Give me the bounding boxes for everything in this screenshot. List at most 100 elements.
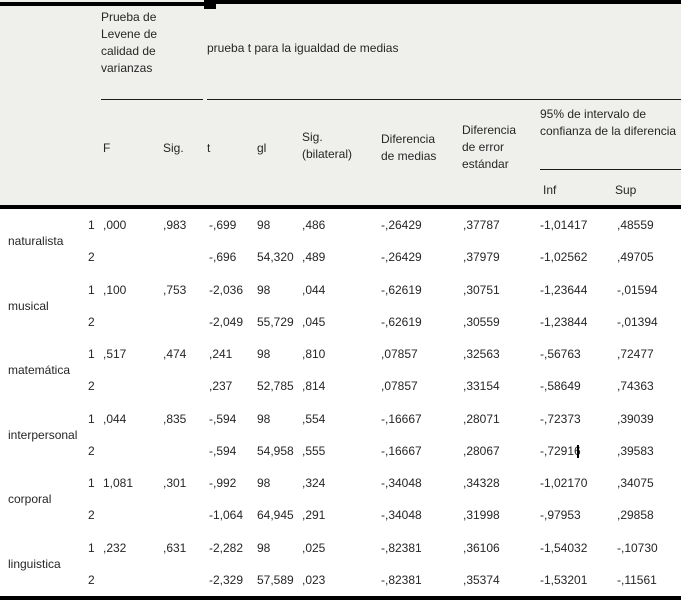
row-group-interpersonal: interpersonal 1 ,044 ,835 -,594 98 ,554 -,16667… (0, 403, 681, 468)
cell-sup: ,39583 (617, 443, 654, 458)
cell-difmed: -,16667 (381, 411, 422, 426)
cell-sigbil: ,810 (302, 347, 326, 362)
header-background (0, 0, 681, 205)
cell-inf: -,72916 (540, 443, 581, 458)
cell-difmed: ,07857 (381, 379, 418, 394)
cell-inf: -1,53201 (540, 572, 588, 587)
column-header-diferencia-error: Diferencia de error estándar (462, 123, 517, 171)
cell-gl: 55,729 (257, 314, 294, 329)
cell-num: 2 (88, 250, 95, 265)
cell-t: -,696 (209, 250, 237, 265)
cell-num: 1 (88, 540, 95, 555)
cell-f: ,100 (103, 282, 127, 297)
cell-sup: -,01594 (617, 282, 658, 297)
cell-sigbil: ,023 (302, 572, 326, 587)
cell-t: -,594 (209, 411, 237, 426)
cell-t: -2,049 (209, 314, 244, 329)
rule-under-ci (540, 169, 681, 170)
cell-num: 1 (88, 476, 95, 491)
cell-sup: ,34075 (617, 476, 654, 491)
cell-sup: -,11561 (617, 572, 657, 587)
cell-sigbil: ,291 (302, 508, 326, 523)
cell-inf: -1,01417 (540, 218, 588, 233)
cell-gl: 98 (257, 540, 271, 555)
cell-sup: ,39039 (617, 411, 654, 426)
cell-gl: 54,958 (257, 443, 294, 458)
cell-sigbil: ,045 (302, 314, 326, 329)
cell-sigbil: ,555 (302, 443, 326, 458)
column-header-sup: Sup (615, 183, 637, 197)
cell-sig: ,835 (163, 411, 187, 426)
cell-num: 1 (88, 411, 95, 426)
top-border-left (0, 2, 216, 6)
column-header-f: F (103, 141, 111, 155)
column-header-diferencia-medias: Diferencia de medias (381, 132, 437, 163)
cell-diferr: ,34328 (463, 476, 500, 491)
top-border-tick (204, 0, 216, 9)
cell-diferr: ,35374 (463, 572, 500, 587)
cell-f: ,517 (103, 347, 127, 362)
row-label: matemática (8, 363, 71, 378)
cell-diferr: ,32563 (463, 347, 500, 362)
column-header-t: t (207, 141, 211, 155)
cell-difmed: -,82381 (381, 540, 422, 555)
cell-diferr: ,36106 (463, 540, 500, 555)
cell-sup: ,74363 (617, 379, 654, 394)
cell-gl: 98 (257, 476, 271, 491)
cell-t: -1,064 (209, 508, 244, 523)
row-group-naturalista: naturalista 1 ,000 ,983 -,699 98 ,486 -,26429 ,3… (0, 209, 681, 274)
column-header-gl: gl (257, 141, 267, 155)
row-group-musical: musical 1 ,100 ,753 -2,036 98 ,044 -,62619 ,3075… (0, 274, 681, 339)
column-header-sig-bilateral: Sig. (bilateral) (302, 130, 353, 161)
row-group-matemática: matemática 1 ,517 ,474 ,241 98 ,810 ,07857 ,3256… (0, 338, 681, 403)
column-header-sig: Sig. (163, 141, 184, 155)
cell-num: 2 (88, 572, 95, 587)
cell-gl: 98 (257, 282, 271, 297)
cell-gl: 52,785 (257, 379, 294, 394)
cell-sig: ,474 (163, 347, 187, 362)
cell-difmed: ,07857 (381, 347, 418, 362)
cell-sigbil: ,025 (302, 540, 326, 555)
cell-diferr: ,30751 (463, 282, 500, 297)
cell-inf: -,72373 (540, 411, 581, 426)
cell-inf: -1,02562 (540, 250, 588, 265)
row-label: interpersonal (8, 427, 78, 442)
text-cursor (577, 445, 579, 458)
cell-num: 2 (88, 508, 95, 523)
cell-sup: ,48559 (617, 218, 654, 233)
cell-gl: 57,589 (257, 572, 294, 587)
cell-diferr: ,37787 (463, 218, 500, 233)
cell-f: ,232 (103, 540, 127, 555)
cell-sigbil: ,044 (302, 282, 326, 297)
cell-sup: ,29858 (617, 508, 654, 523)
cell-difmed: -,62619 (381, 314, 422, 329)
cell-gl: 98 (257, 411, 271, 426)
cell-gl: 98 (257, 347, 271, 362)
cell-diferr: ,30559 (463, 314, 500, 329)
row-label: linguistica (8, 556, 61, 571)
cell-sig: ,631 (163, 540, 187, 555)
column-header-inf: Inf (543, 183, 557, 197)
row-label: musical (8, 298, 49, 313)
rule-under-ttest (207, 99, 681, 100)
header-ttest: prueba t para la igualdad de medias (207, 41, 399, 55)
bottom-border (0, 596, 681, 600)
cell-f: 1,081 (103, 476, 134, 491)
cell-sig: ,753 (163, 282, 187, 297)
cell-inf: -1,23844 (540, 314, 588, 329)
cell-num: 2 (88, 314, 95, 329)
cell-inf: -1,54032 (540, 540, 588, 555)
cell-sup: ,72477 (617, 347, 654, 362)
top-border-right (204, 0, 681, 4)
cell-sigbil: ,554 (302, 411, 326, 426)
cell-t: ,241 (209, 347, 233, 362)
cell-num: 1 (88, 347, 95, 362)
cell-gl: 54,320 (257, 250, 294, 265)
cell-gl: 98 (257, 218, 271, 233)
row-label: corporal (8, 492, 52, 507)
cell-difmed: -,34048 (381, 476, 422, 491)
row-label: naturalista (8, 234, 64, 249)
cell-num: 2 (88, 443, 95, 458)
cell-difmed: -,62619 (381, 282, 422, 297)
